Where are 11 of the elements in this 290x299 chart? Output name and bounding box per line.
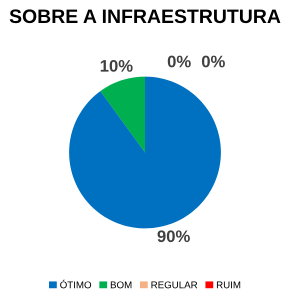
data-label: 90%	[158, 230, 190, 242]
legend-label: REGULAR	[151, 281, 198, 288]
pie-slice	[100, 76, 145, 152]
pie-slice	[69, 76, 221, 228]
text: 0%	[202, 56, 225, 68]
legend-label: RUIM	[216, 282, 240, 288]
text: 0%	[168, 56, 191, 68]
chart-title: SOBRE A INFRAESTRUTURA	[10, 9, 280, 24]
legend-label: ÓTIMO	[60, 280, 92, 288]
legend-label: BOM	[110, 281, 132, 288]
data-label: 10%	[100, 60, 133, 72]
